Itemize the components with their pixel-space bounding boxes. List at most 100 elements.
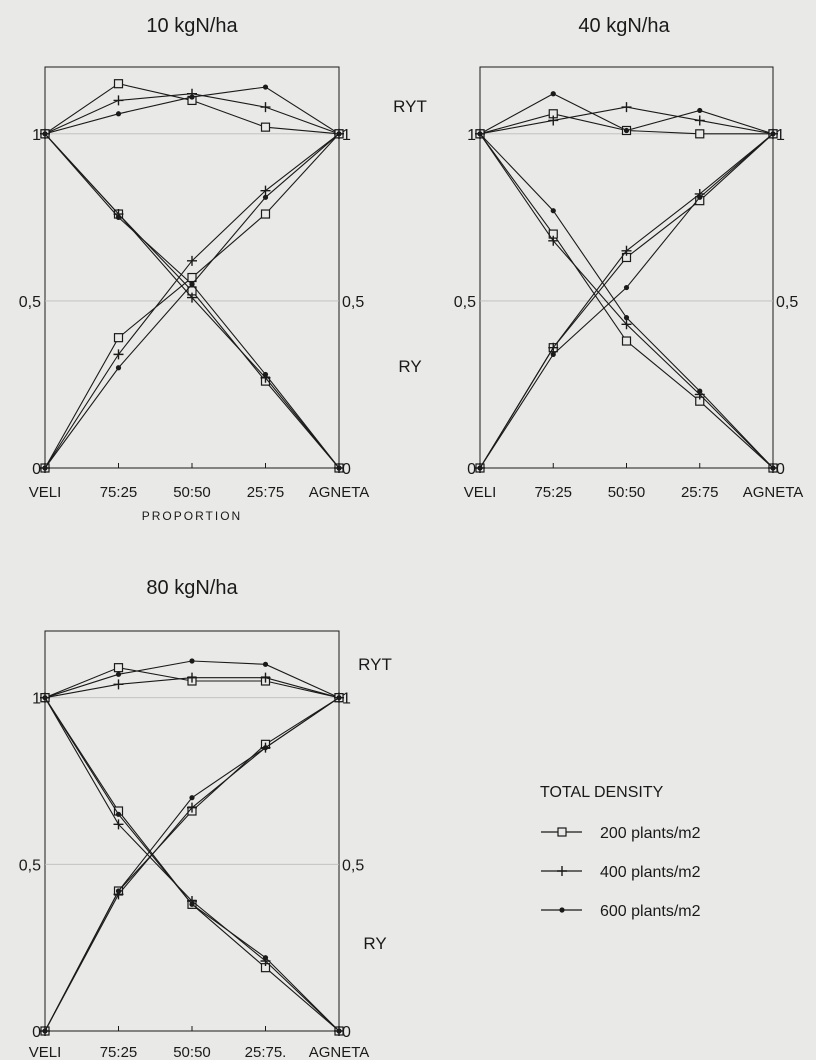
panel-1: 10 kgN/ha 0 0,5 1 0 0,5 1 VELI 75:25 50:50 25:75 AG… bbox=[19, 15, 427, 523]
x-tick-label: 75:25 bbox=[100, 484, 138, 501]
right-y-tick-label: 0,5 bbox=[342, 857, 364, 874]
panel-3: 80 kgN/ha 0 0,5 1 0 0,5 1 VELI 75:25 50:50 25:75. A… bbox=[19, 577, 392, 1060]
ry-veli-point bbox=[550, 208, 556, 214]
y-tick-label: 1 bbox=[467, 127, 476, 144]
legend: TOTAL DENSITY 200 plants/m2 400 plants/m2 6… bbox=[540, 784, 701, 920]
ry-agneta-point bbox=[189, 795, 195, 801]
ry-veli-point bbox=[189, 901, 195, 907]
ry-veli-point bbox=[697, 388, 703, 394]
ry-veli-point bbox=[42, 695, 48, 701]
x-tick-label: AGNETA bbox=[309, 1044, 370, 1060]
y-tick-label: 0 bbox=[467, 461, 476, 478]
chart-title: 10 kgN/ha bbox=[146, 15, 238, 37]
ry-agneta-point bbox=[477, 465, 483, 471]
x-tick-label: 50:50 bbox=[173, 484, 211, 501]
ryt-point bbox=[113, 79, 124, 89]
ryt-point bbox=[697, 107, 703, 114]
ryt-point bbox=[550, 91, 556, 97]
right-y-tick-label: 1 bbox=[342, 691, 351, 708]
ryt-point bbox=[113, 663, 124, 673]
right-y-tick-label: 0 bbox=[342, 1024, 351, 1041]
x-tick-label: 25:75 bbox=[247, 484, 285, 501]
ry-veli-point bbox=[113, 819, 124, 830]
right-y-tick-label: 0,5 bbox=[776, 294, 798, 311]
ry-agneta-point bbox=[260, 209, 271, 219]
ryt-point bbox=[262, 84, 269, 90]
ryt-point bbox=[113, 679, 124, 690]
ryt-label: RYT bbox=[393, 97, 427, 116]
legend-marker-square bbox=[557, 827, 567, 837]
ry-agneta-point bbox=[42, 1028, 48, 1034]
ry-agneta-point bbox=[42, 465, 48, 471]
legend-marker-plus bbox=[557, 866, 567, 876]
ry-agneta-point bbox=[623, 284, 630, 291]
right-y-tick-label: 0,5 bbox=[342, 294, 364, 311]
ry-agneta-point bbox=[262, 745, 269, 751]
ry-agneta-point bbox=[115, 365, 122, 371]
ryt-point bbox=[548, 115, 559, 126]
right-y-tick-label: 1 bbox=[342, 127, 351, 144]
right-y-tick-label: 0 bbox=[342, 461, 351, 478]
legend-item-label: 400 plants/m2 bbox=[600, 864, 701, 881]
x-tick-label: VELI bbox=[464, 484, 497, 501]
ry-veli-point bbox=[548, 235, 559, 246]
ry-agneta-point bbox=[550, 351, 556, 357]
ryt-point bbox=[694, 115, 705, 126]
y-tick-label: 1 bbox=[32, 127, 41, 144]
ryt-point bbox=[260, 672, 271, 683]
ry-veli-point bbox=[336, 465, 342, 471]
x-tick-label: AGNETA bbox=[743, 484, 804, 501]
y-tick-label: 1 bbox=[32, 691, 41, 708]
ry-label: RY bbox=[398, 357, 421, 376]
legend-marker-dot bbox=[559, 907, 565, 913]
y-tick-label: 0 bbox=[32, 461, 41, 478]
x-tick-label: AGNETA bbox=[309, 484, 370, 501]
ry-veli-point bbox=[187, 292, 197, 303]
x-axis-label: PROPORTION bbox=[142, 509, 242, 523]
panel-2: 40 kgN/ha 0 0,5 1 0 0,5 1 VELI 75:25 50:50 25:75 AG… bbox=[454, 15, 804, 501]
legend-item-label: 200 plants/m2 bbox=[600, 825, 701, 842]
right-y-tick-label: 1 bbox=[776, 127, 785, 144]
ry-veli-point bbox=[477, 131, 483, 137]
ryt-point bbox=[260, 122, 271, 132]
ryt-point bbox=[187, 672, 197, 683]
y-tick-label: 0,5 bbox=[19, 857, 41, 874]
ry-agneta-point bbox=[113, 349, 124, 360]
ry-veli-point bbox=[262, 371, 269, 378]
x-tick-label: 75:25 bbox=[534, 484, 572, 501]
ry-agneta-point bbox=[187, 802, 197, 813]
ry-agneta-point bbox=[189, 281, 195, 287]
right-y-tick-label: 0 bbox=[776, 461, 785, 478]
ry-agneta-point bbox=[770, 131, 776, 137]
x-tick-label: 50:50 bbox=[608, 484, 646, 501]
ry-agneta-point bbox=[548, 342, 559, 353]
ry-veli-point bbox=[621, 319, 632, 330]
x-tick-label: 50:50 bbox=[173, 1044, 211, 1060]
ryt-point bbox=[189, 658, 195, 664]
ry-agneta-point bbox=[336, 695, 342, 701]
y-tick-label: 0,5 bbox=[454, 294, 476, 311]
legend-title: TOTAL DENSITY bbox=[540, 784, 664, 801]
legend-item-label: 600 plants/m2 bbox=[600, 903, 701, 920]
ryt-point bbox=[115, 671, 122, 677]
ryt-label: RYT bbox=[358, 655, 392, 674]
ryt-point bbox=[260, 102, 271, 113]
ry-veli-point bbox=[115, 811, 122, 817]
chart-title: 40 kgN/ha bbox=[578, 15, 670, 37]
ry-agneta-point bbox=[336, 131, 342, 137]
ry-agneta-point bbox=[113, 333, 124, 343]
x-tick-label: 25:75. bbox=[245, 1044, 287, 1060]
ry-label: RY bbox=[363, 934, 386, 953]
ryt-point bbox=[621, 102, 632, 113]
ry-agneta-point bbox=[115, 888, 122, 894]
ry-veli-point bbox=[115, 214, 122, 220]
y-tick-label: 0,5 bbox=[19, 294, 41, 311]
ryt-point bbox=[189, 94, 195, 100]
x-tick-label: VELI bbox=[29, 1044, 62, 1060]
ryt-point bbox=[695, 129, 705, 139]
ryt-point bbox=[262, 661, 269, 667]
ry-veli-point bbox=[770, 465, 776, 471]
ry-agneta-point bbox=[260, 185, 271, 196]
ry-agneta-point bbox=[187, 272, 197, 283]
